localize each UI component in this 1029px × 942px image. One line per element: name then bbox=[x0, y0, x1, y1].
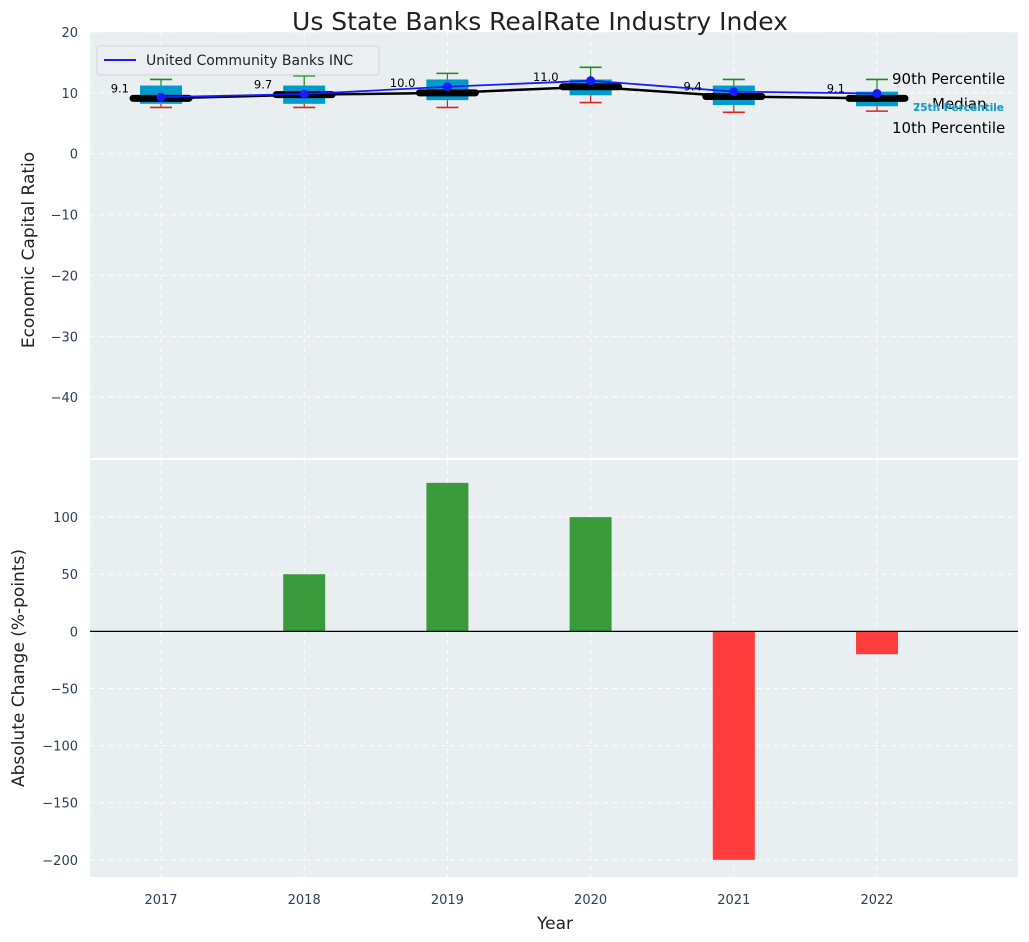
x-tick-label: 2019 bbox=[431, 893, 464, 908]
bottom-y-axis-title: Absolute Change (%-points) bbox=[9, 549, 29, 787]
x-tick-label: 2017 bbox=[144, 893, 177, 908]
median-value-label: 11.0 bbox=[533, 70, 559, 84]
bottom-y-tick-label: −50 bbox=[51, 682, 78, 697]
x-tick-label: 2018 bbox=[288, 893, 321, 908]
bottom-y-tick-label: 50 bbox=[61, 568, 78, 583]
median-value-label: 9.1 bbox=[111, 81, 129, 95]
legend-box bbox=[96, 45, 380, 76]
median-value-label: 9.1 bbox=[827, 81, 845, 95]
bottom-y-tick-label: −150 bbox=[42, 797, 78, 812]
median-value-label: 9.7 bbox=[254, 78, 272, 92]
label-75th-percentile: 75th Percentile bbox=[913, 102, 1004, 114]
bottom-grid bbox=[90, 460, 1018, 877]
company-point bbox=[586, 76, 596, 86]
bottom-y-tick-label: −100 bbox=[42, 740, 78, 755]
chart-title: Us State Banks RealRate Industry Index bbox=[292, 7, 788, 36]
median-value-label: 10.0 bbox=[390, 76, 416, 90]
bottom-plot-content bbox=[90, 482, 1018, 860]
bottom-y-tick-label: 0 bbox=[70, 625, 78, 640]
company-point bbox=[299, 89, 309, 99]
x-axis-title: Year bbox=[536, 914, 573, 934]
top-y-tick-label: 0 bbox=[70, 148, 78, 163]
change-bar bbox=[283, 574, 326, 632]
axes-text: 20100−10−20−30−40100500−50−100−150−20020… bbox=[42, 26, 893, 908]
change-bar bbox=[569, 517, 612, 632]
label-90th-percentile: 90th Percentile bbox=[892, 70, 1005, 88]
median-value-label: 9.4 bbox=[684, 80, 702, 94]
x-tick-label: 2021 bbox=[717, 893, 750, 908]
company-point bbox=[729, 87, 739, 97]
change-bar bbox=[712, 631, 755, 860]
company-point bbox=[872, 88, 882, 98]
legend-label-company: United Community Banks INC bbox=[146, 53, 353, 69]
legend: United Community Banks INC bbox=[96, 45, 380, 76]
top-grid bbox=[90, 31, 1018, 458]
top-y-tick-label: −40 bbox=[51, 391, 78, 406]
bottom-y-tick-label: −200 bbox=[42, 854, 78, 869]
label-10th-percentile: 10th Percentile bbox=[892, 119, 1005, 137]
change-bar bbox=[426, 482, 469, 632]
top-y-tick-label: −10 bbox=[51, 209, 78, 224]
top-y-axis-title: Economic Capital Ratio bbox=[19, 152, 39, 348]
x-tick-label: 2020 bbox=[574, 893, 607, 908]
top-y-tick-label: 20 bbox=[61, 26, 78, 41]
label-25th-percentile: 25th Percentile bbox=[913, 102, 1004, 114]
bottom-y-tick-label: 100 bbox=[53, 511, 78, 526]
top-plot-content: 9.1 9.7 10.0 11.0 9.4 9.1 bbox=[111, 66, 909, 114]
change-bar bbox=[856, 631, 898, 655]
label-median: Median bbox=[932, 95, 987, 113]
top-y-tick-label: 10 bbox=[61, 87, 78, 102]
x-tick-label: 2022 bbox=[860, 893, 893, 908]
company-point bbox=[156, 92, 166, 102]
company-point bbox=[442, 82, 452, 92]
top-y-tick-label: −20 bbox=[51, 269, 78, 284]
company-line bbox=[160, 79, 878, 99]
top-y-tick-label: −30 bbox=[51, 330, 78, 345]
bottom-panel-background bbox=[90, 460, 1018, 877]
